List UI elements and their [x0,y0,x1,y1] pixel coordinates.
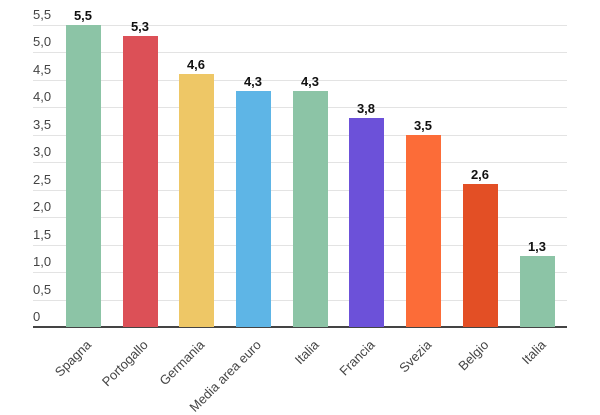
y-tick-label: 1,0 [33,254,52,269]
y-tick-label: 4,5 [33,62,52,77]
y-tick-label: 3,0 [33,144,52,159]
x-tick-label: Svezia [396,337,435,376]
value-label: 1,3 [527,238,547,254]
y-tick-label: 3,5 [33,117,52,132]
value-label: 4,6 [186,57,206,73]
bar [65,25,101,327]
bar [235,90,271,327]
value-label: 3,5 [413,117,433,133]
y-tick-label: 5,5 [33,7,52,22]
x-tick-label: Italia [518,337,549,368]
y-tick-label: 0,5 [33,282,52,297]
x-tick-label: Portogallo [98,337,151,390]
gridline [33,25,567,26]
x-tick-label: Belgio [455,337,492,374]
y-tick-label: 2,5 [33,172,52,187]
x-tick-label: Germania [156,337,208,389]
bar [292,90,328,327]
x-tick-label: Italia [291,337,322,368]
y-tick-label: 1,5 [33,227,52,242]
bar [519,255,555,327]
value-label: 2,6 [470,167,490,183]
x-axis-line [33,326,567,328]
y-tick-label: 2,0 [33,199,52,214]
value-label: 5,5 [73,8,93,23]
value-label: 3,8 [356,101,376,117]
bar [405,134,441,327]
value-label: 4,3 [243,73,263,89]
bar [348,118,384,327]
gridline [33,52,567,53]
y-tick-label: 0 [33,309,41,324]
x-tick-label: Spagna [51,337,95,380]
x-tick-label: Francia [336,337,378,379]
bar [178,74,214,327]
value-label: 5,3 [130,18,150,34]
gridline [33,80,567,81]
bar [122,35,158,327]
y-tick-label: 5,0 [33,34,52,49]
y-tick-label: 4,0 [33,89,52,104]
bar [462,184,498,327]
value-label: 4,3 [300,73,320,89]
bar-chart: 0 0,5 1,0 1,5 2,0 2,5 3,0 3,5 4,0 4,5 5,0 5,5 5,5 Spa… [33,7,567,415]
